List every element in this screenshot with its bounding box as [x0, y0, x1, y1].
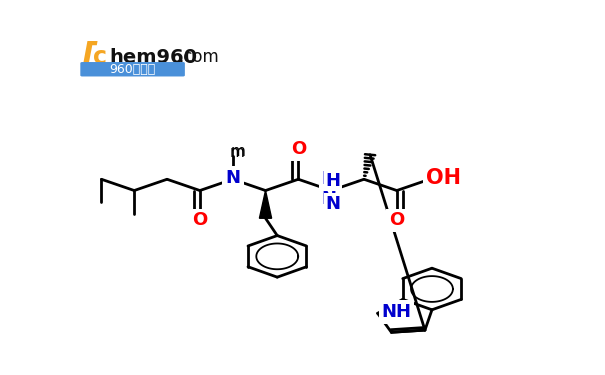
- Text: N: N: [225, 169, 240, 187]
- Text: O: O: [389, 211, 404, 229]
- Text: O: O: [389, 211, 404, 229]
- Text: O: O: [291, 140, 306, 158]
- Text: N: N: [325, 195, 340, 213]
- Text: O: O: [291, 140, 306, 158]
- Text: O: O: [192, 211, 208, 229]
- Text: c: c: [93, 45, 108, 69]
- Text: m: m: [231, 144, 246, 159]
- Text: NH: NH: [381, 303, 411, 321]
- Text: hem960: hem960: [110, 48, 197, 67]
- Text: N: N: [225, 169, 240, 187]
- Text: H: H: [325, 172, 340, 190]
- Text: O: O: [192, 211, 208, 229]
- FancyBboxPatch shape: [80, 62, 185, 76]
- Text: 960化工网: 960化工网: [110, 63, 156, 76]
- Text: N: N: [225, 170, 240, 188]
- Text: OH: OH: [426, 168, 461, 188]
- Text: m: m: [230, 145, 245, 160]
- Text: .com: .com: [178, 48, 218, 66]
- Polygon shape: [260, 190, 272, 218]
- Text: OH: OH: [426, 168, 461, 188]
- Text: H
N: H N: [321, 170, 336, 208]
- Text: [: [: [81, 40, 97, 74]
- Text: NH: NH: [381, 303, 411, 321]
